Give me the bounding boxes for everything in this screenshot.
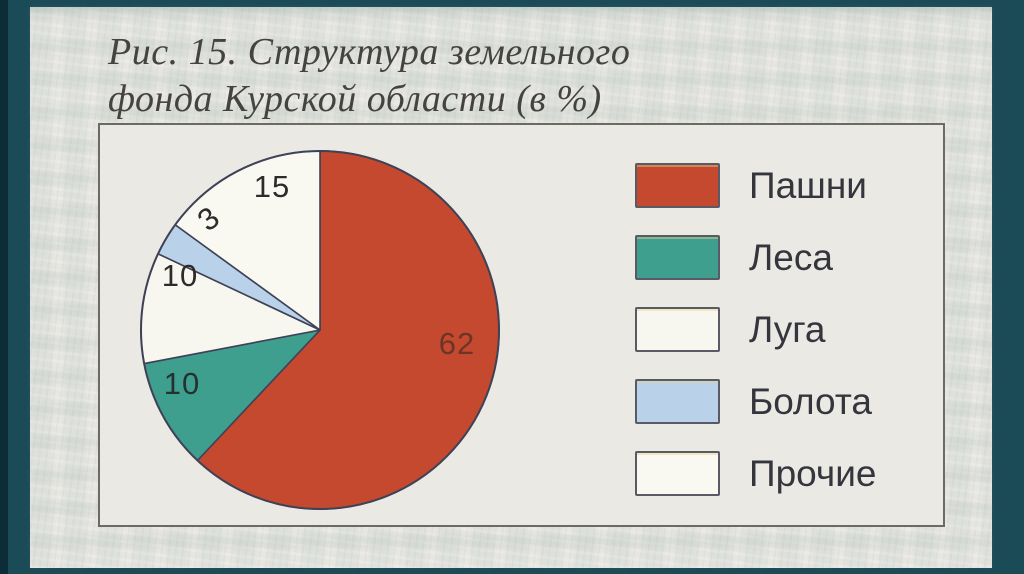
legend-label-pashni: Пашни	[749, 164, 867, 206]
figure-caption-line1: Рис. 15. Структура земельного	[108, 31, 631, 73]
legend-swatch-prochie	[635, 451, 720, 496]
legend-label-lesa: Леса	[749, 236, 833, 278]
pie-chart	[140, 150, 500, 510]
legend-swatch-luga	[635, 307, 720, 352]
legend-swatch-lesa	[635, 235, 720, 280]
slice-value-pashni: 62	[438, 326, 476, 361]
legend-label-prochie: Прочие	[749, 452, 877, 494]
figure-caption-line2: фонда Курской области (в %)	[108, 78, 602, 120]
slice-value-lesa: 10	[163, 366, 201, 401]
legend-swatch-pashni	[635, 163, 720, 208]
chart-frame: 62 10 10 3 15 Пашни Леса Луга	[98, 123, 945, 527]
legend-swatch-bolota	[635, 379, 720, 424]
left-edge-shadow	[0, 0, 8, 574]
slice-value-luga: 10	[161, 258, 199, 293]
legend-label-bolota: Болота	[749, 380, 872, 422]
legend-label-luga: Луга	[749, 308, 826, 350]
pie-outline-ring	[140, 150, 500, 510]
slice-value-prochie: 15	[253, 169, 291, 204]
figure-caption: Рис. 15. Структура земельного фонда Курс…	[108, 29, 630, 123]
scanned-page: Рис. 15. Структура земельного фонда Курс…	[30, 7, 992, 568]
